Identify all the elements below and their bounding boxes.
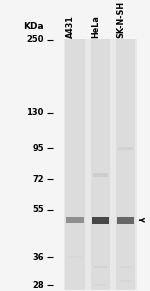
Text: 55: 55 [32,205,44,214]
Text: 28: 28 [32,281,44,290]
Text: KDa: KDa [23,22,44,31]
Bar [92,217,109,224]
Bar [118,147,133,150]
Bar [94,266,107,268]
Bar [93,173,108,177]
Bar [94,284,106,287]
Bar [66,217,84,223]
Bar [117,217,134,223]
Text: HeLa: HeLa [91,15,100,38]
Text: 72: 72 [32,175,44,184]
Text: 95: 95 [32,144,44,153]
Text: 250: 250 [26,35,44,44]
Bar [64,39,137,290]
Bar [120,266,131,268]
Text: A431: A431 [66,15,75,38]
Bar [120,280,131,283]
Bar [91,39,110,290]
Text: 36: 36 [32,253,44,262]
Bar [68,256,82,258]
Bar [65,39,85,290]
Text: 130: 130 [26,109,44,118]
Text: SK-N-SH: SK-N-SH [117,1,126,38]
Bar [116,39,135,290]
